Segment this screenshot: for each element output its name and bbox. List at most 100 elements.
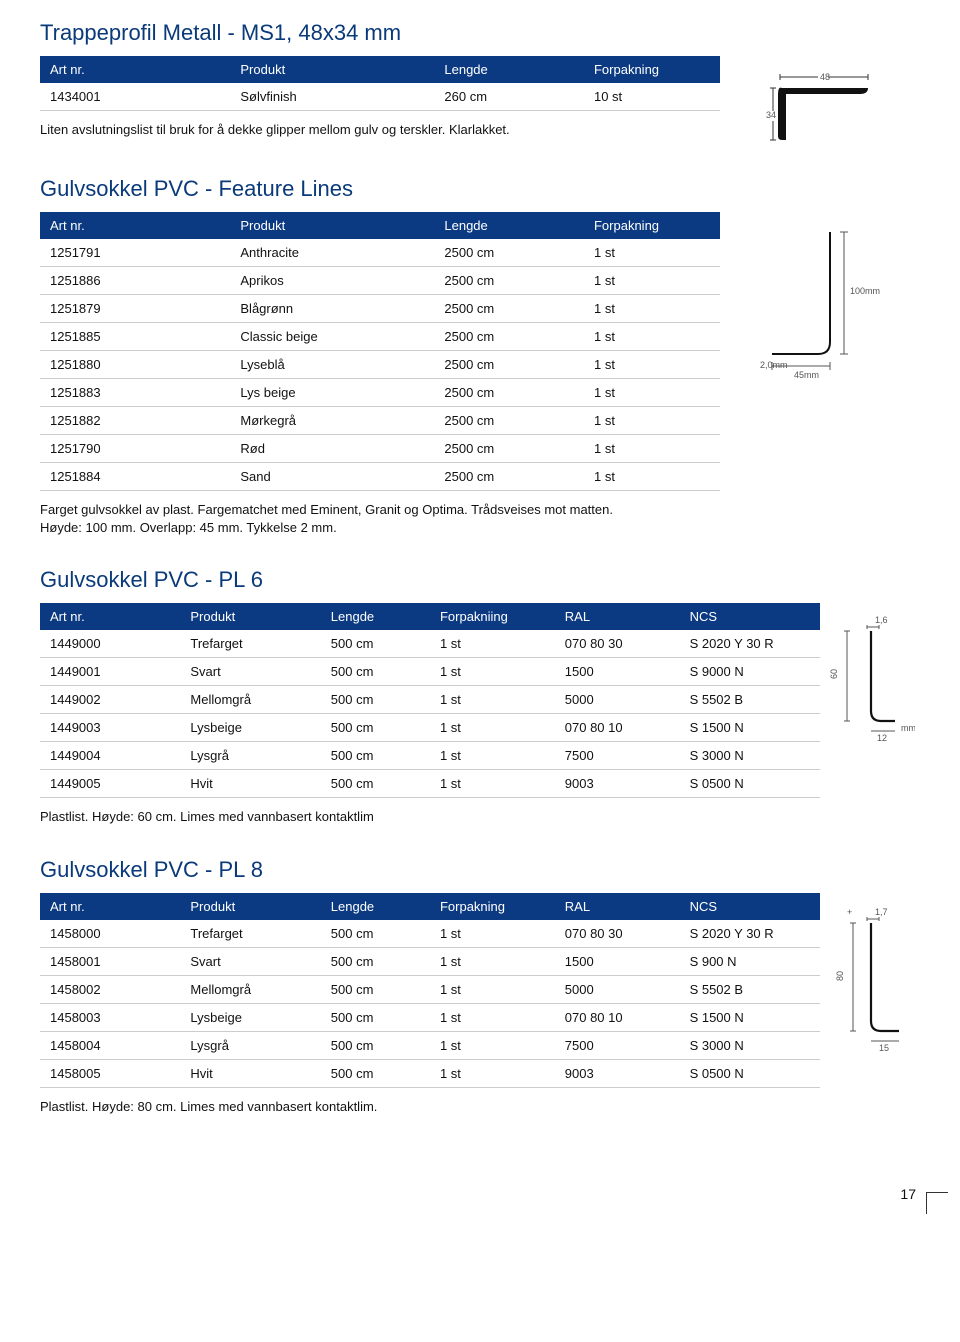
table-cell: 1 st (430, 742, 555, 770)
table-cell: 5000 (555, 686, 680, 714)
table-row: 1449000Trefarget500 cm1 st070 80 30S 202… (40, 630, 820, 658)
table-cell: 1500 (555, 658, 680, 686)
table-cell: 260 cm (434, 83, 584, 111)
table-cell: 070 80 30 (555, 920, 680, 948)
dim-base-pl8: 15 (879, 1043, 889, 1053)
table-cell: 10 st (584, 83, 720, 111)
table-feature-lines: Art nr. Produkt Lengde Forpakning 125179… (40, 212, 720, 491)
table-cell: 1 st (430, 686, 555, 714)
table-cell: 1 st (430, 1003, 555, 1031)
table-cell: S 0500 N (680, 1059, 820, 1087)
table-cell: 2500 cm (434, 463, 584, 491)
table-cell: 2500 cm (434, 239, 584, 267)
table-cell: Blågrønn (230, 295, 434, 323)
table-cell: Classic beige (230, 323, 434, 351)
table-cell: 1 st (584, 379, 720, 407)
table-cell: 500 cm (321, 947, 430, 975)
table-cell: Mørkegrå (230, 407, 434, 435)
unit-mm: mm (865, 286, 880, 296)
table-cell: 1 st (584, 435, 720, 463)
table-cell: Lyseblå (230, 351, 434, 379)
table-cell: Mellomgrå (180, 975, 320, 1003)
table-cell: 070 80 10 (555, 1003, 680, 1031)
col-ral: RAL (555, 603, 680, 630)
table-row: 1449001Svart500 cm1 st1500S 9000 N (40, 658, 820, 686)
dim-thick-pl6: 1,6 (875, 615, 888, 625)
unit-mm-pl6: mm (901, 723, 915, 733)
table-cell: 1 st (430, 630, 555, 658)
table-cell: S 9000 N (680, 658, 820, 686)
table-row: 1458004Lysgrå500 cm1 st7500S 3000 N (40, 1031, 820, 1059)
dim-100: 100 (850, 286, 865, 296)
svg-text:45mm: 45mm (794, 370, 819, 380)
table-cell: 1251885 (40, 323, 230, 351)
table-cell: 1 st (430, 770, 555, 798)
table-cell: 1 st (584, 463, 720, 491)
table-cell: 1 st (584, 323, 720, 351)
unit-mm: mm (804, 370, 819, 380)
col-artnr: Art nr. (40, 56, 230, 83)
table-row: 1458000Trefarget500 cm1 st070 80 30S 202… (40, 920, 820, 948)
col-lengde: Lengde (434, 56, 584, 83)
table-ms1: Art nr. Produkt Lengde Forpakning 143400… (40, 56, 720, 111)
desc-feature-lines: Farget gulvsokkel av plast. Fargematchet… (40, 501, 720, 537)
col-forpakning: Forpakning (584, 212, 720, 239)
table-row: 1449002Mellomgrå500 cm1 st5000S 5502 B (40, 686, 820, 714)
profile-diagram-ms1: 48 34 (760, 66, 880, 156)
table-cell: S 5502 B (680, 975, 820, 1003)
table-cell: S 2020 Y 30 R (680, 920, 820, 948)
table-cell: 1 st (584, 295, 720, 323)
table-cell: Anthracite (230, 239, 434, 267)
profile-diagram-pl6: 1,6 60 12 mm (825, 613, 915, 743)
dim-width: 48 (820, 72, 830, 82)
table-cell: Trefarget (180, 630, 320, 658)
section-title-pl8: Gulvsokkel PVC - PL 8 (40, 857, 920, 883)
table-cell: 1 st (430, 947, 555, 975)
col-ral: RAL (555, 893, 680, 920)
table-cell: 9003 (555, 770, 680, 798)
table-cell: 2500 cm (434, 267, 584, 295)
table-cell: 500 cm (321, 1059, 430, 1087)
page-number: 17 (900, 1186, 916, 1202)
table-cell: Svart (180, 947, 320, 975)
table-cell: 1458005 (40, 1059, 180, 1087)
table-cell: Lysbeige (180, 1003, 320, 1031)
col-artnr: Art nr. (40, 212, 230, 239)
table-row: 1458001Svart500 cm1 st1500S 900 N (40, 947, 820, 975)
table-cell: 1 st (584, 351, 720, 379)
col-ncs: NCS (680, 603, 820, 630)
table-cell: 1 st (430, 658, 555, 686)
table-cell: 1458001 (40, 947, 180, 975)
table-cell: Hvit (180, 770, 320, 798)
table-cell: 1251879 (40, 295, 230, 323)
table-cell: 500 cm (321, 658, 430, 686)
table-cell: 1449002 (40, 686, 180, 714)
desc-pl6: Plastlist. Høyde: 60 cm. Limes med vannb… (40, 808, 820, 826)
table-cell: 1251882 (40, 407, 230, 435)
desc-ms1: Liten avslutningslist til bruk for å dek… (40, 121, 720, 139)
table-row: 1251791Anthracite2500 cm1 st (40, 239, 720, 267)
dim-thick: 2,0 (760, 360, 773, 370)
table-cell: S 2020 Y 30 R (680, 630, 820, 658)
profile-diagram-feature-lines: 100mm 45mm 2,0mm (760, 222, 880, 392)
table-cell: 1 st (584, 239, 720, 267)
dim-thick-pl8: 1,7 (875, 907, 888, 917)
section-title-feature-lines: Gulvsokkel PVC - Feature Lines (40, 176, 920, 202)
table-cell: S 5502 B (680, 686, 820, 714)
table-cell: S 0500 N (680, 770, 820, 798)
table-cell: 2500 cm (434, 435, 584, 463)
table-cell: Sølvfinish (230, 83, 434, 111)
unit-mm: mm (773, 360, 788, 370)
table-cell: 2500 cm (434, 323, 584, 351)
table-cell: 1458002 (40, 975, 180, 1003)
page-corner-icon (926, 1192, 948, 1214)
table-cell: 1 st (430, 920, 555, 948)
table-cell: Lys beige (230, 379, 434, 407)
table-pl8: Art nr. Produkt Lengde Forpakning RAL NC… (40, 893, 820, 1088)
table-cell: 1449003 (40, 714, 180, 742)
col-lengde: Lengde (321, 603, 430, 630)
table-cell: 2500 cm (434, 351, 584, 379)
table-cell: S 900 N (680, 947, 820, 975)
section-title-ms1: Trappeprofil Metall - MS1, 48x34 mm (40, 20, 920, 46)
table-cell: 1251884 (40, 463, 230, 491)
